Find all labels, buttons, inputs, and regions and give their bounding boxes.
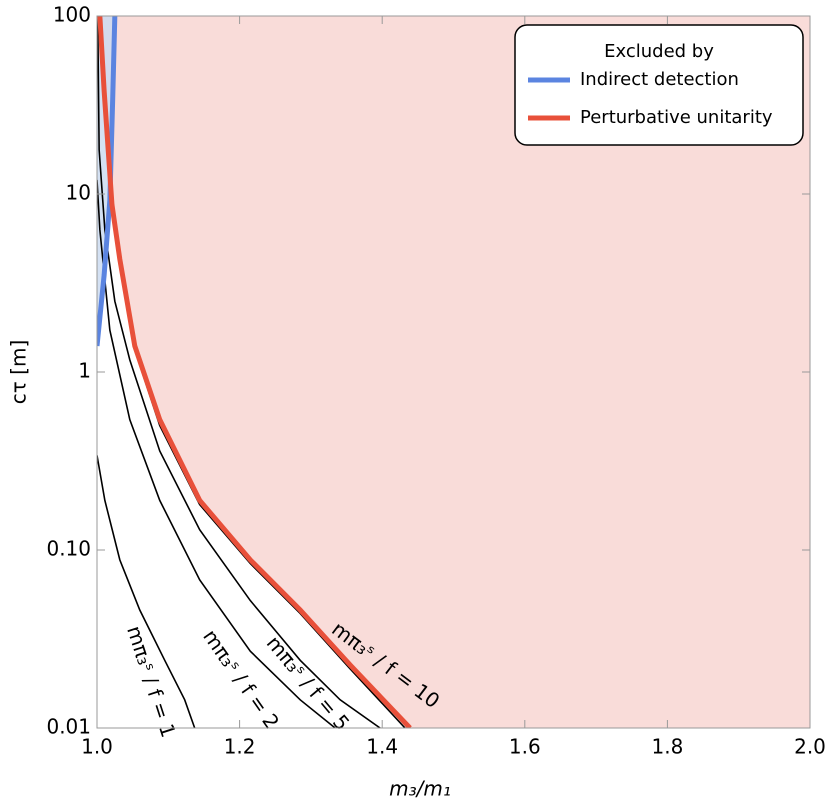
y-tick-label: 0.10	[46, 537, 91, 561]
y-tick-label: 1	[78, 359, 91, 383]
legend-label: Perturbative unitarity	[580, 107, 773, 128]
y-tick-label: 100	[53, 3, 91, 27]
legend-title: Excluded by	[604, 41, 714, 62]
contour-line	[97, 455, 196, 728]
excluded-region	[99, 16, 810, 728]
x-tick-label: 1.2	[224, 735, 256, 759]
x-tick-label: 1.0	[81, 735, 113, 759]
x-tick-label: 1.4	[366, 735, 398, 759]
legend: Excluded by Indirect detection Perturbativ…	[514, 24, 804, 146]
y-axis-label: cτ [m]	[7, 340, 31, 404]
contour-line	[97, 16, 381, 728]
contour-label: mπ₃ˢ / f = 1	[122, 623, 181, 740]
x-tick-label: 1.8	[651, 735, 683, 759]
y-tick-label: 10	[66, 181, 91, 205]
series-line	[97, 16, 412, 728]
legend-box	[514, 24, 804, 146]
x-tick-label: 1.6	[509, 735, 541, 759]
plot	[97, 16, 810, 728]
legend-label: Indirect detection	[580, 69, 739, 90]
x-axis-label: m₃/m₁	[389, 777, 451, 801]
y-tick-label: 0.01	[46, 715, 91, 739]
x-tick-label: 2.0	[794, 735, 826, 759]
